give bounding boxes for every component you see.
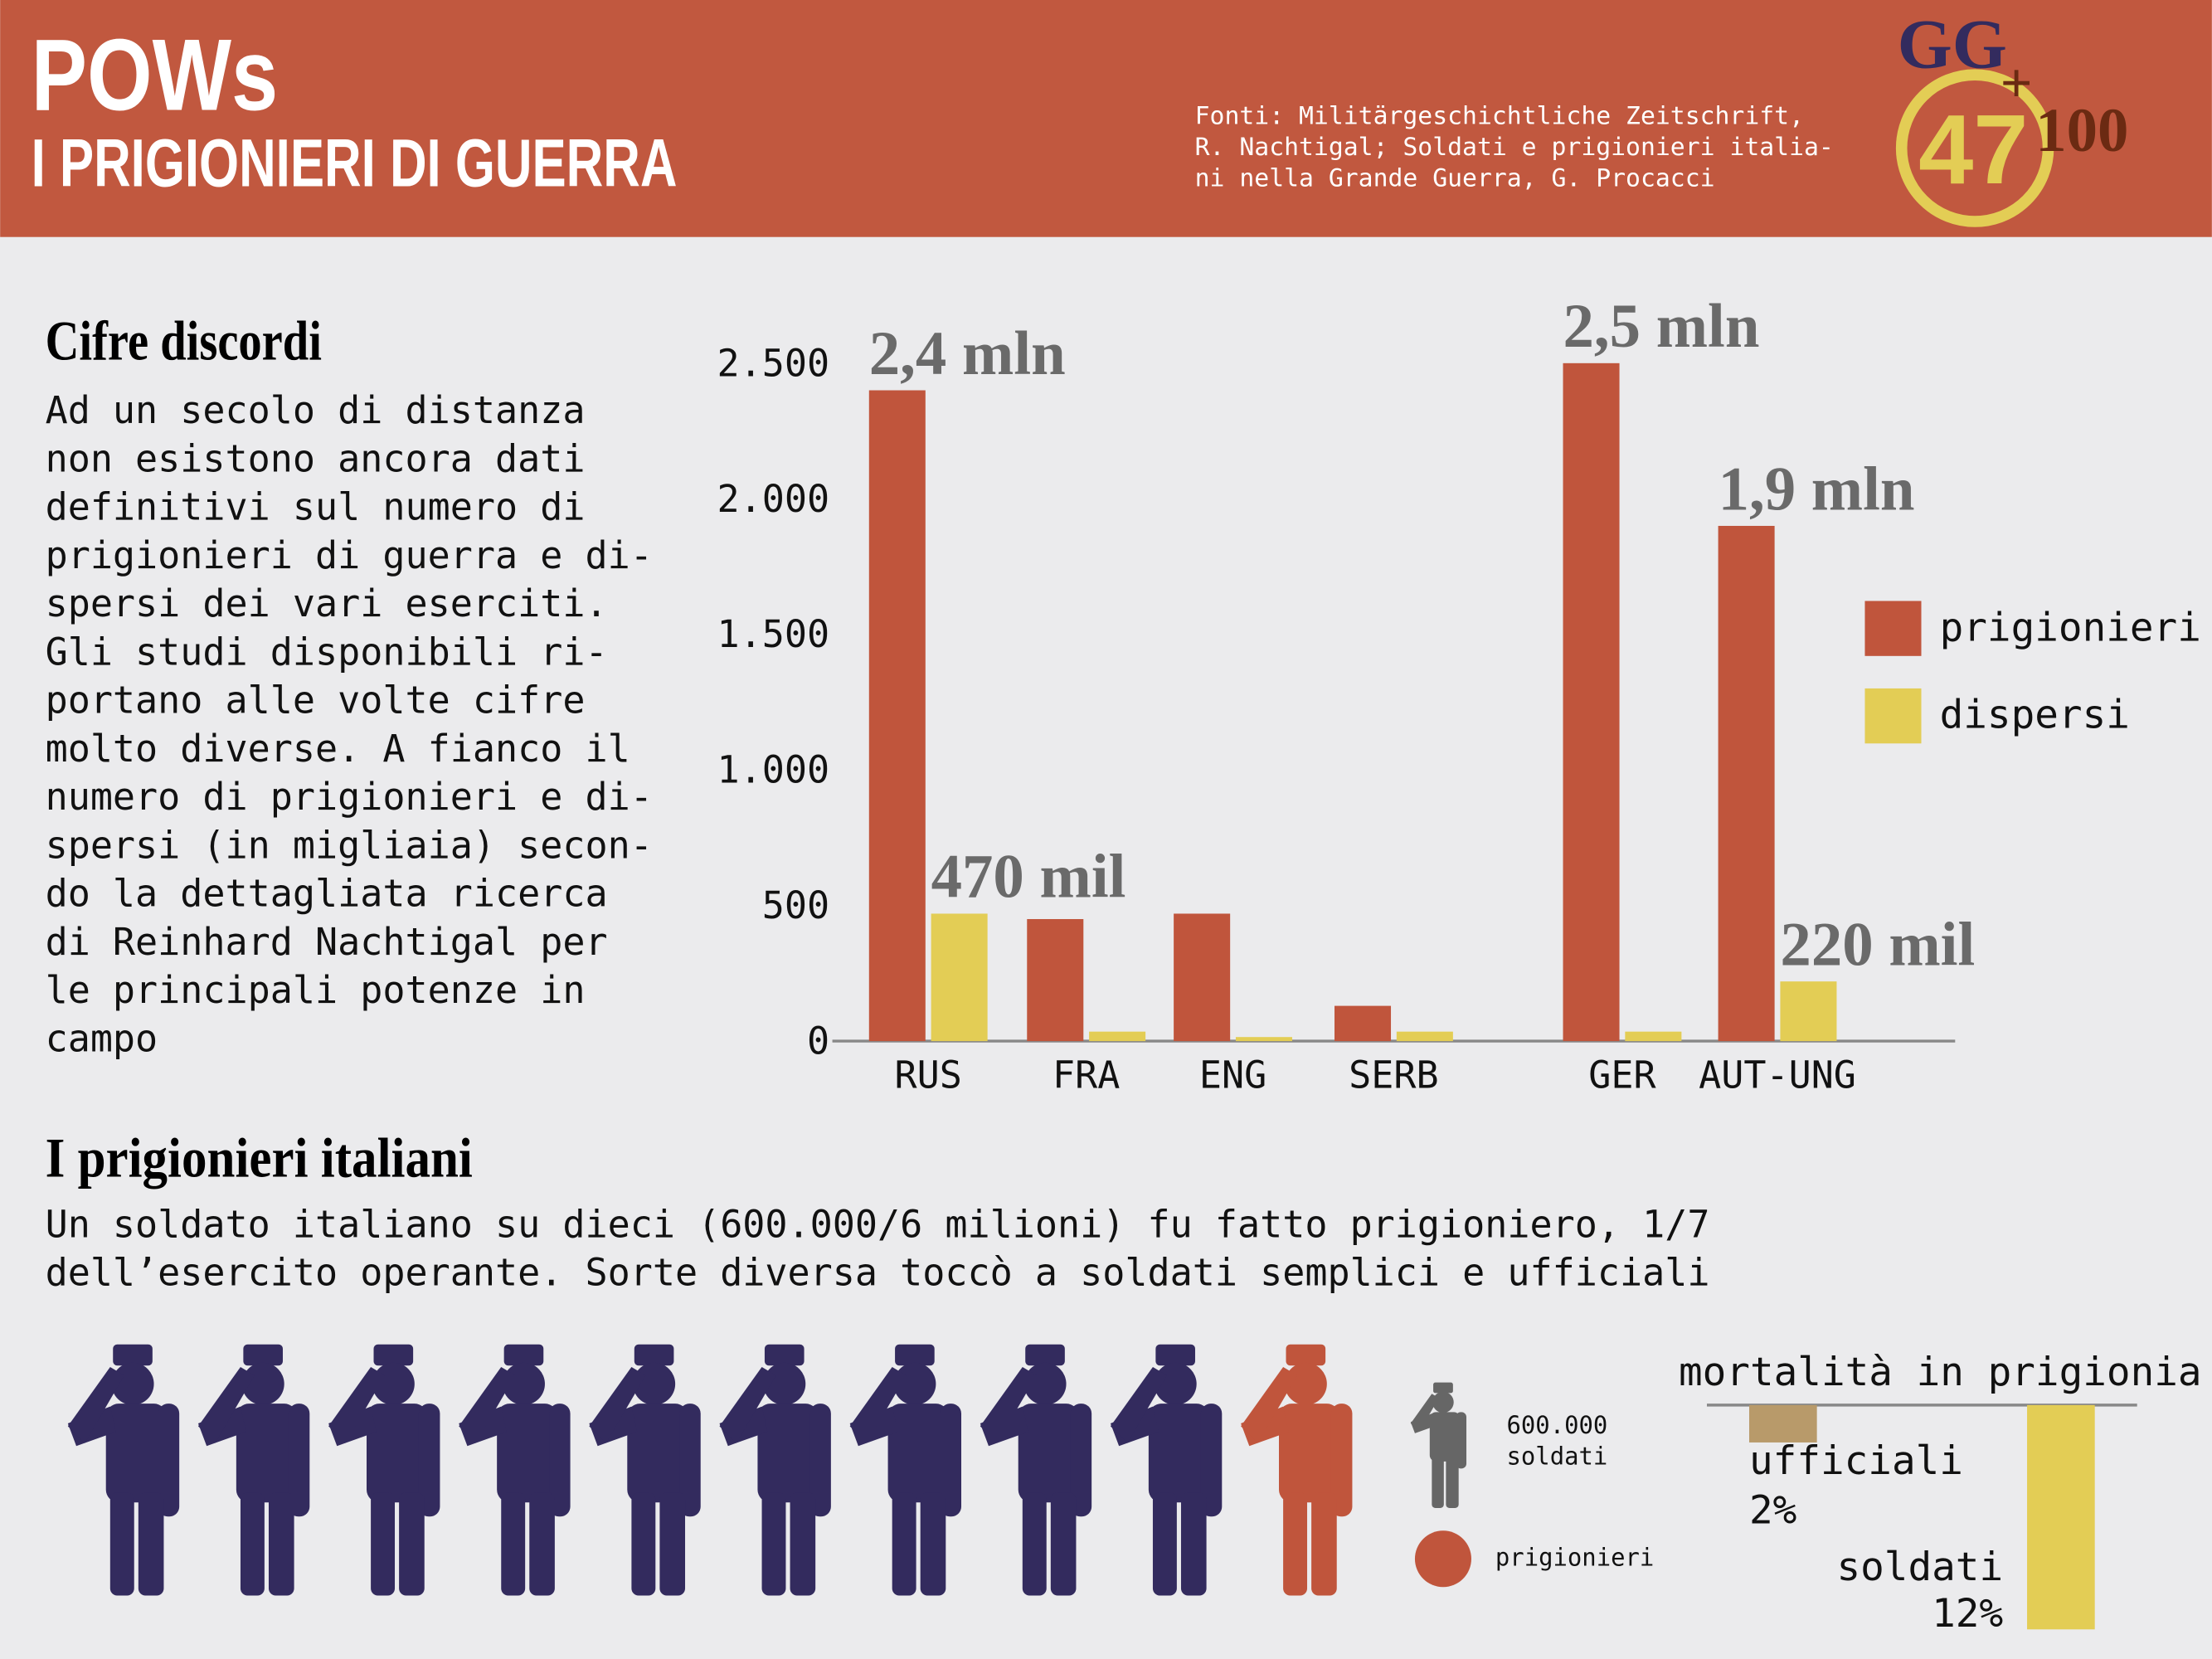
legend-swatch — [1414, 1530, 1471, 1588]
y-tick-label: 2.500 — [717, 341, 830, 385]
unit-icon — [1410, 1382, 1467, 1509]
bar — [1718, 525, 1775, 1042]
text-line: non esistono ancora dati — [46, 436, 586, 480]
text-line: do la dettagliata ricerca — [46, 872, 608, 916]
y-tick-label: 500 — [762, 883, 829, 927]
unit-label: soldati — [1506, 1442, 1607, 1470]
text-line: dell’esercito operante. Sorte diversa to… — [46, 1250, 1710, 1294]
bar — [931, 913, 988, 1042]
text-line: Ad un secolo di distanza — [46, 388, 586, 432]
value-label: 1,9 mln — [1719, 455, 1915, 523]
y-tick-label: 1.500 — [717, 612, 830, 656]
soldier-icon — [589, 1344, 701, 1596]
y-tick-label: 0 — [807, 1019, 829, 1063]
x-tick-label: SERB — [1349, 1053, 1438, 1097]
value-label: 2% — [1749, 1488, 1796, 1534]
text-line: Un soldato italiano su dieci (600.000/6 … — [46, 1202, 1710, 1246]
category-label: ufficiali — [1749, 1438, 1963, 1484]
text-line: definitivi sul numero di — [46, 485, 586, 529]
bar — [1396, 1031, 1453, 1042]
text-line: spersi dei vari eserciti. — [46, 581, 608, 625]
logo-ring — [1895, 69, 2054, 227]
text-line: spersi (in migliaia) secon- — [46, 823, 653, 867]
source-line: R. Nachtigal; Soldati e prigionieri ital… — [1195, 133, 1834, 162]
x-tick-label: RUS — [895, 1053, 962, 1097]
bar — [1625, 1031, 1682, 1042]
text-line: campo — [46, 1016, 158, 1060]
soldier-icon — [719, 1344, 831, 1596]
text-line: portano alle volte cifre — [46, 679, 586, 722]
logo-text: GG — [1898, 6, 2007, 84]
subtitle: I PRIGIONIERI DI GUERRA — [32, 125, 678, 201]
chart-title: mortalità in prigionia — [1679, 1350, 2202, 1395]
soldier-icon — [1410, 1382, 1467, 1509]
text-line: di Reinhard Nachtigal per — [46, 920, 608, 964]
soldier-icon — [459, 1344, 571, 1596]
text-line: le principali potenze in — [46, 968, 586, 1012]
charts: 0 500 1.000 1.500 2.000 2.500 RUS FRA ENG SERB GER… — [67, 292, 2202, 1637]
legend-label: prigionieri — [1940, 605, 2201, 650]
logo-text: 47 — [1918, 95, 2028, 205]
text-line: molto diverse. A fianco il — [46, 727, 630, 771]
x-tick-label: AUT-UNG — [1699, 1053, 1856, 1097]
text-line: numero di prigionieri e di- — [46, 775, 653, 819]
soldier-icon — [849, 1344, 962, 1596]
title: POWs — [32, 18, 279, 132]
legend-swatch — [1864, 688, 1922, 744]
x-tick-label: FRA — [1053, 1053, 1120, 1097]
value-label: 220 mil — [1780, 910, 1975, 979]
soldier-icon — [328, 1344, 440, 1596]
text-line: Gli studi disponibili ri- — [46, 630, 608, 674]
header-band — [0, 0, 2212, 237]
bar — [1780, 981, 1837, 1042]
legend-label: dispersi — [1940, 693, 2130, 738]
source-line: Fonti: Militärgeschichtliche Zeitschrift… — [1195, 102, 1804, 131]
bar — [1089, 1031, 1146, 1042]
x-tick-label: GER — [1588, 1053, 1656, 1097]
legend-swatch — [1864, 601, 1922, 656]
soldier-icon — [67, 1344, 180, 1596]
bar — [2027, 1404, 2095, 1630]
bar — [1334, 1005, 1392, 1042]
legend-label: prigionieri — [1495, 1544, 1654, 1572]
bar — [1749, 1404, 1817, 1443]
bar — [1027, 918, 1084, 1042]
value-label: 2,5 mln — [1563, 292, 1760, 361]
value-label: 2,4 mln — [869, 319, 1066, 388]
y-tick-label: 1.000 — [717, 748, 830, 792]
logo-text: + — [2001, 51, 2033, 114]
italians-text: Un soldato italiano su dieci (600.000/6 … — [46, 1202, 1710, 1294]
bar — [1174, 913, 1231, 1042]
section-title: Cifre discordi — [46, 309, 322, 372]
y-tick-label: 2.000 — [717, 477, 830, 521]
category-label: soldati — [1836, 1545, 2003, 1590]
text-line: prigionieri di guerra e di- — [46, 533, 653, 577]
section-title: I prigionieri italiani — [46, 1126, 473, 1189]
logo-text: 100 — [2035, 96, 2128, 165]
soldier-icon — [197, 1344, 310, 1596]
value-label: 12% — [1932, 1591, 2003, 1637]
bar — [1563, 362, 1620, 1042]
value-label: 470 mil — [931, 843, 1126, 912]
x-tick-label: ENG — [1199, 1053, 1266, 1097]
soldier-icon — [980, 1344, 1092, 1596]
unit-label: 600.000 — [1506, 1411, 1607, 1439]
bar — [1235, 1037, 1292, 1042]
bar — [868, 390, 926, 1042]
source-line: ni nella Grande Guerra, G. Procacci — [1195, 163, 1715, 192]
soldier-icon — [1241, 1344, 1353, 1596]
soldier-icon — [1110, 1344, 1223, 1596]
